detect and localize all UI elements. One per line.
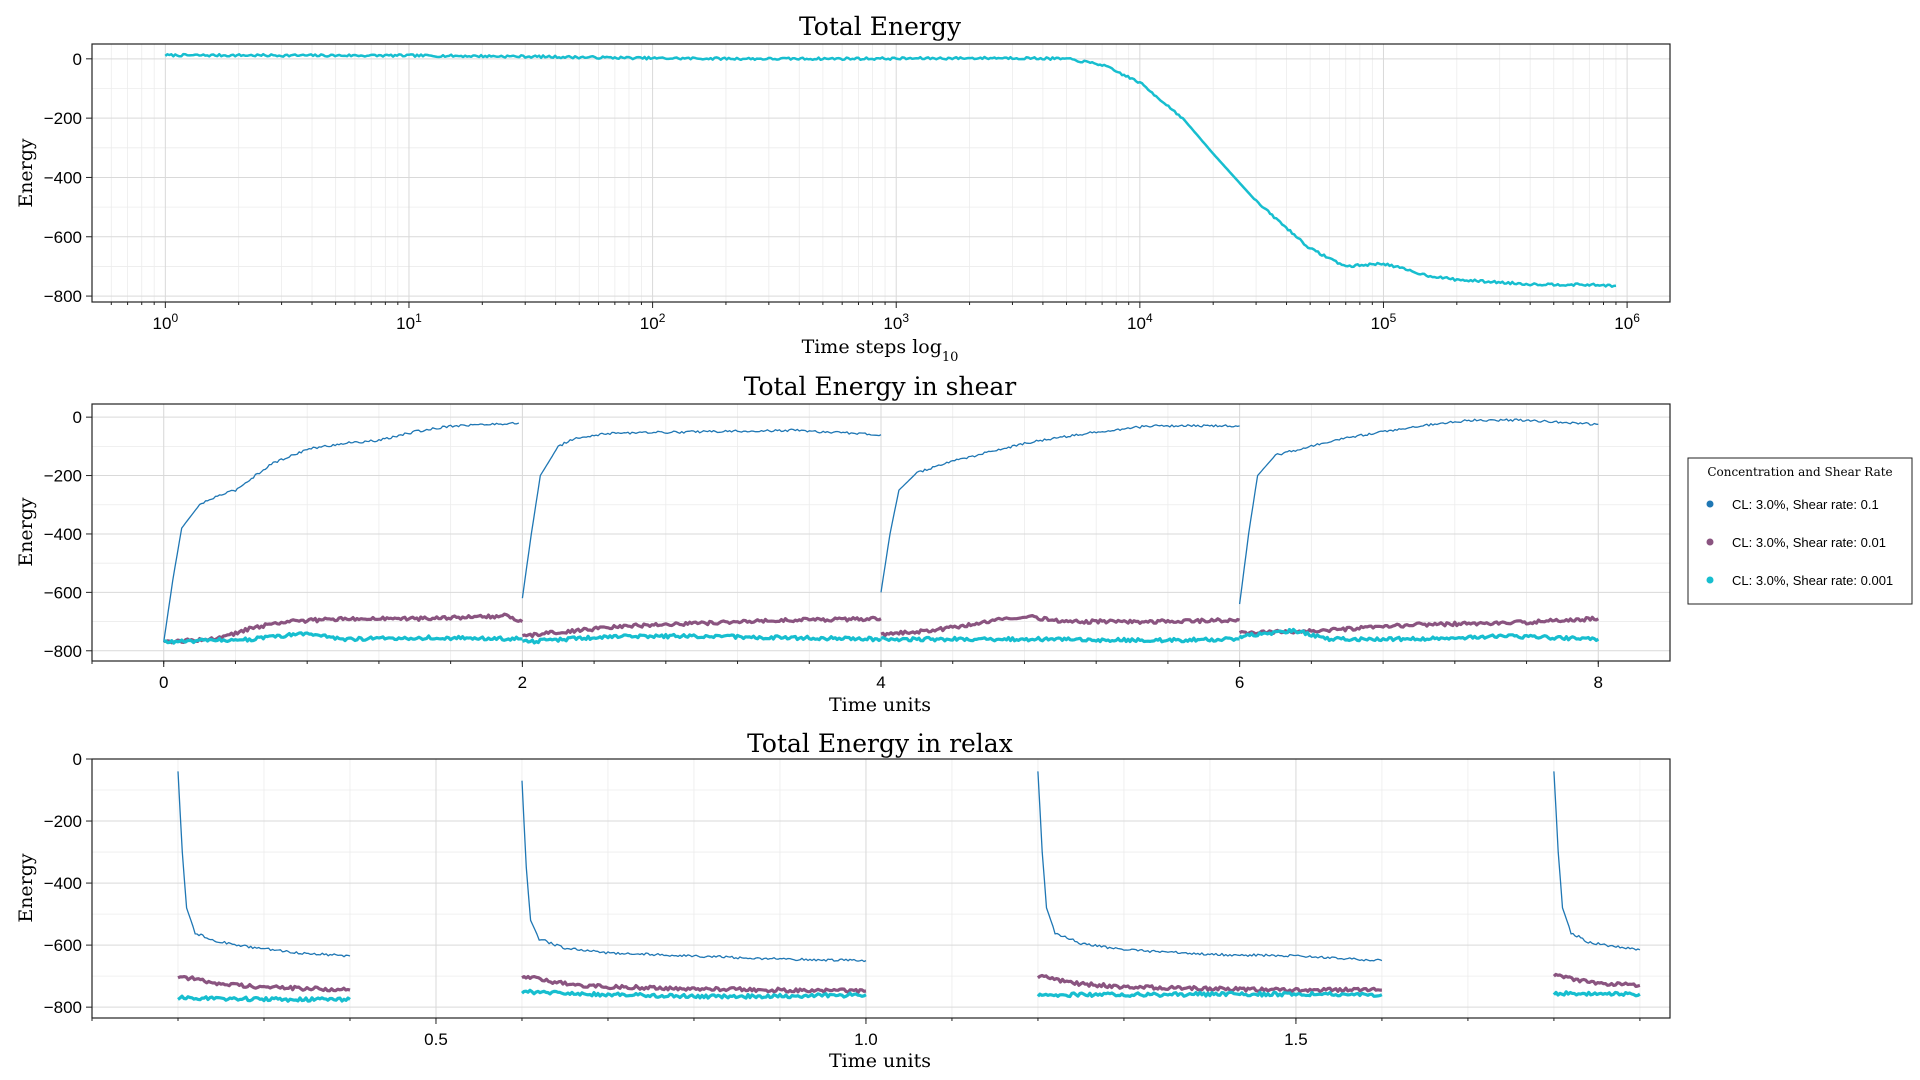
panel-2-xlabel: Time units: [829, 694, 931, 716]
series-0-line-segment-1: [521, 780, 867, 963]
x-tick-label: 4: [876, 673, 885, 692]
legend-label-1: CL: 3.0%, Shear rate: 0.01: [1732, 535, 1886, 550]
legend-entry-1: CL: 3.0%, Shear rate: 0.01: [1706, 535, 1886, 550]
series-1-line-segment-1: [521, 974, 867, 994]
y-tick-label: −400: [44, 168, 82, 187]
y-tick-label: −800: [44, 642, 82, 661]
y-tick-label: −600: [44, 583, 82, 602]
series-2-line-segment-2: [1036, 990, 1383, 999]
y-tick-label: −200: [44, 467, 82, 486]
x-tick-label: 2: [518, 673, 527, 692]
series-2-line-segment-1: [520, 988, 867, 1000]
legend-entry-2: CL: 3.0%, Shear rate: 0.001: [1706, 573, 1893, 588]
series-1-line-segment-2: [880, 614, 1241, 638]
legend-title: Concentration and Shear Rate: [1707, 465, 1892, 479]
y-tick-label: 0: [73, 750, 82, 769]
legend-marker-2: [1706, 576, 1714, 584]
series-2-line-segment-1: [521, 632, 882, 645]
legend: Concentration and Shear Rate CL: 3.0%, S…: [1687, 457, 1913, 605]
series-0-line-segment-0: [177, 771, 351, 958]
panel-1-title: Total Energy: [799, 12, 962, 41]
legend-marker-0: [1706, 500, 1714, 508]
panel-3-title: Total Energy in relax: [747, 729, 1013, 758]
y-tick-label: −400: [44, 874, 82, 893]
series-1-line-segment-0: [177, 975, 351, 993]
y-tick-label: −800: [44, 287, 82, 306]
legend-entry-0: CL: 3.0%, Shear rate: 0.1: [1706, 497, 1879, 512]
y-tick-label: −800: [44, 998, 82, 1017]
y-tick-label: −600: [44, 228, 82, 247]
y-tick-label: 0: [73, 408, 82, 427]
series-1-line-segment-3: [1552, 972, 1641, 988]
x-tick-label: 102: [640, 311, 666, 333]
legend-label-2: CL: 3.0%, Shear rate: 0.001: [1732, 573, 1893, 588]
series-0-line-segment-2: [1037, 771, 1383, 962]
x-tick-label: 101: [396, 311, 422, 333]
y-tick-label: −600: [44, 936, 82, 955]
x-tick-label: 104: [1127, 311, 1153, 333]
series-2-line-segment-0: [163, 631, 523, 645]
x-tick-label: 106: [1614, 311, 1640, 333]
series-0-line-segment-0: [164, 52, 1617, 288]
series-2-line-segment-3: [1238, 627, 1600, 643]
series-2-line-segment-3: [1552, 990, 1641, 998]
panel-energy-shear: Total Energy in shear 0 2 4 6 8 0 −200 −400 −600…: [15, 372, 1671, 716]
series-0-line-segment-3: [1553, 771, 1641, 951]
x-tick-label: 6: [1235, 673, 1244, 692]
legend-box: [1687, 457, 1913, 605]
series-2-line-segment-0: [177, 994, 351, 1003]
y-tick-label: 0: [73, 50, 82, 69]
series-0-line-segment-0: [163, 421, 520, 643]
y-tick-label: −400: [44, 525, 82, 544]
series-2-line-segment-2: [880, 635, 1240, 644]
x-tick-label: 0: [159, 673, 168, 692]
legend-label-0: CL: 3.0%, Shear rate: 0.1: [1732, 497, 1879, 512]
series-0-line-segment-3: [1238, 418, 1599, 605]
x-tick-label: 100: [153, 311, 179, 333]
series-1-line-segment-2: [1036, 973, 1382, 994]
y-tick-label: −200: [44, 812, 82, 831]
panel-3-frame: [91, 758, 1671, 1019]
panel-1-frame: [91, 43, 1671, 303]
panel-1-xlabel: Time steps log10: [802, 336, 959, 365]
panel-3-ylabel: Energy: [15, 853, 37, 923]
x-tick-label: 103: [883, 311, 909, 333]
x-tick-label: 105: [1371, 311, 1397, 333]
legend-marker-1: [1706, 538, 1714, 546]
panel-energy-relax: Total Energy in relax 0.5 1.0 1.5 0 −200 −400…: [15, 729, 1671, 1072]
series-0-line-segment-2: [880, 424, 1240, 593]
panel-2-title: Total Energy in shear: [744, 372, 1017, 401]
x-tick-label: 0.5: [424, 1030, 448, 1049]
series-0-line-segment-1: [521, 428, 882, 599]
y-tick-label: −200: [44, 109, 82, 128]
panel-1-ylabel: Energy: [15, 138, 37, 208]
panel-3-xlabel: Time units: [829, 1050, 931, 1072]
series-1-line-segment-1: [521, 615, 882, 639]
panel-2-ylabel: Energy: [15, 497, 37, 567]
x-tick-label: 1.5: [1284, 1030, 1308, 1049]
x-tick-label: 8: [1594, 673, 1603, 692]
series-1-line-segment-0: [163, 612, 524, 645]
panel-total-energy: Total Energy 100 101 102 103 104 105 106 0 −200 −…: [15, 12, 1671, 365]
x-tick-label: 1.0: [854, 1030, 878, 1049]
